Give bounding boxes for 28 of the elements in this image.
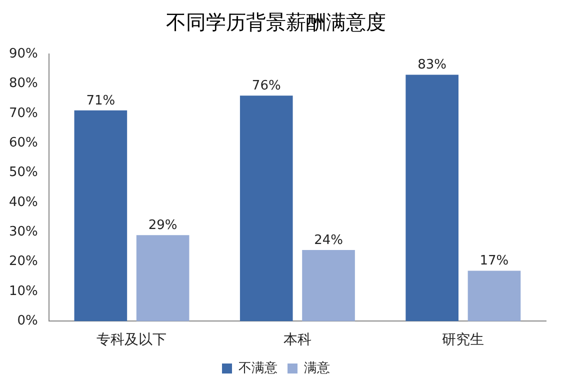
x-tick-label: 本科 bbox=[283, 332, 312, 348]
bar bbox=[74, 110, 128, 322]
data-label: 83% bbox=[418, 58, 447, 73]
chart-title: 不同学历背景薪酬满意度 bbox=[166, 10, 386, 34]
legend-label: 不满意 bbox=[238, 360, 278, 376]
y-tick-label: 50% bbox=[8, 165, 38, 180]
data-label: 17% bbox=[480, 254, 509, 269]
bar bbox=[406, 74, 458, 322]
y-tick-label: 0% bbox=[17, 314, 38, 329]
x-tick-label: 研究生 bbox=[442, 332, 484, 348]
bar bbox=[302, 250, 355, 322]
y-tick-label: 60% bbox=[8, 135, 38, 150]
x-tick-label: 专科及以下 bbox=[96, 332, 167, 348]
data-label: 29% bbox=[148, 218, 178, 233]
data-label: 24% bbox=[314, 232, 343, 248]
y-tick-label: 90% bbox=[8, 46, 38, 62]
data-label: 71% bbox=[86, 93, 116, 108]
bar bbox=[240, 96, 293, 322]
bar bbox=[136, 235, 190, 322]
y-tick-label: 40% bbox=[8, 194, 38, 210]
y-tick-label: 20% bbox=[8, 254, 38, 270]
bar bbox=[468, 270, 521, 322]
y-tick-label: 30% bbox=[8, 224, 38, 240]
y-tick-label: 70% bbox=[8, 106, 38, 121]
y-tick-label: 10% bbox=[8, 284, 38, 299]
y-tick-label: 80% bbox=[8, 76, 38, 92]
data-label: 76% bbox=[252, 78, 281, 94]
legend-label: 满意 bbox=[304, 360, 330, 376]
